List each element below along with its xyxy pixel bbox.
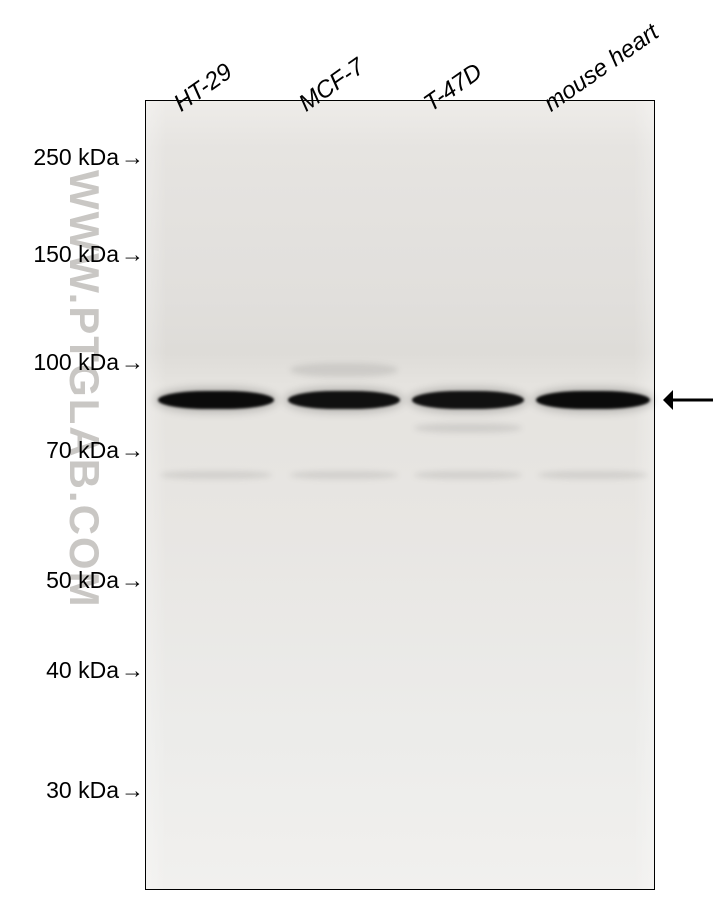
mw-marker-label: 150 kDa→ [0,241,142,268]
figure-container: WWW.PTGLAB.COM HT-29MCF-7T-47Dmouse hear… [0,0,720,903]
protein-band [536,391,650,409]
mw-marker-label: 70 kDa→ [0,437,142,464]
watermark-text: WWW.PTGLAB.COM [60,170,108,609]
band-indicator-arrow [663,387,719,413]
mw-marker-text: 70 kDa [46,437,119,463]
blot-membrane [145,100,655,890]
faint-band [414,423,522,433]
faint-band [160,471,272,479]
protein-band [158,391,274,409]
mw-marker-text: 50 kDa [46,567,119,593]
protein-band [288,391,400,409]
blot-vignette [146,101,654,889]
arrow-right-icon: → [121,567,144,594]
arrow-right-icon: → [121,349,144,376]
arrow-right-icon: → [121,241,144,268]
mw-marker-text: 40 kDa [46,657,119,683]
faint-band [290,471,398,479]
faint-band [414,471,522,479]
protein-band [412,391,524,409]
faint-band [290,363,398,377]
mw-marker-label: 30 kDa→ [0,777,142,804]
arrow-right-icon: → [121,437,144,464]
arrow-right-icon: → [121,777,144,804]
mw-marker-text: 100 kDa [33,349,119,375]
mw-marker-label: 100 kDa→ [0,349,142,376]
mw-marker-label: 50 kDa→ [0,567,142,594]
arrow-right-icon: → [121,657,144,684]
mw-marker-text: 250 kDa [33,144,119,170]
arrow-right-icon: → [121,144,144,171]
mw-marker-label: 250 kDa→ [0,144,142,171]
faint-band [538,471,648,479]
mw-marker-label: 40 kDa→ [0,657,142,684]
mw-marker-text: 150 kDa [33,241,119,267]
mw-marker-text: 30 kDa [46,777,119,803]
